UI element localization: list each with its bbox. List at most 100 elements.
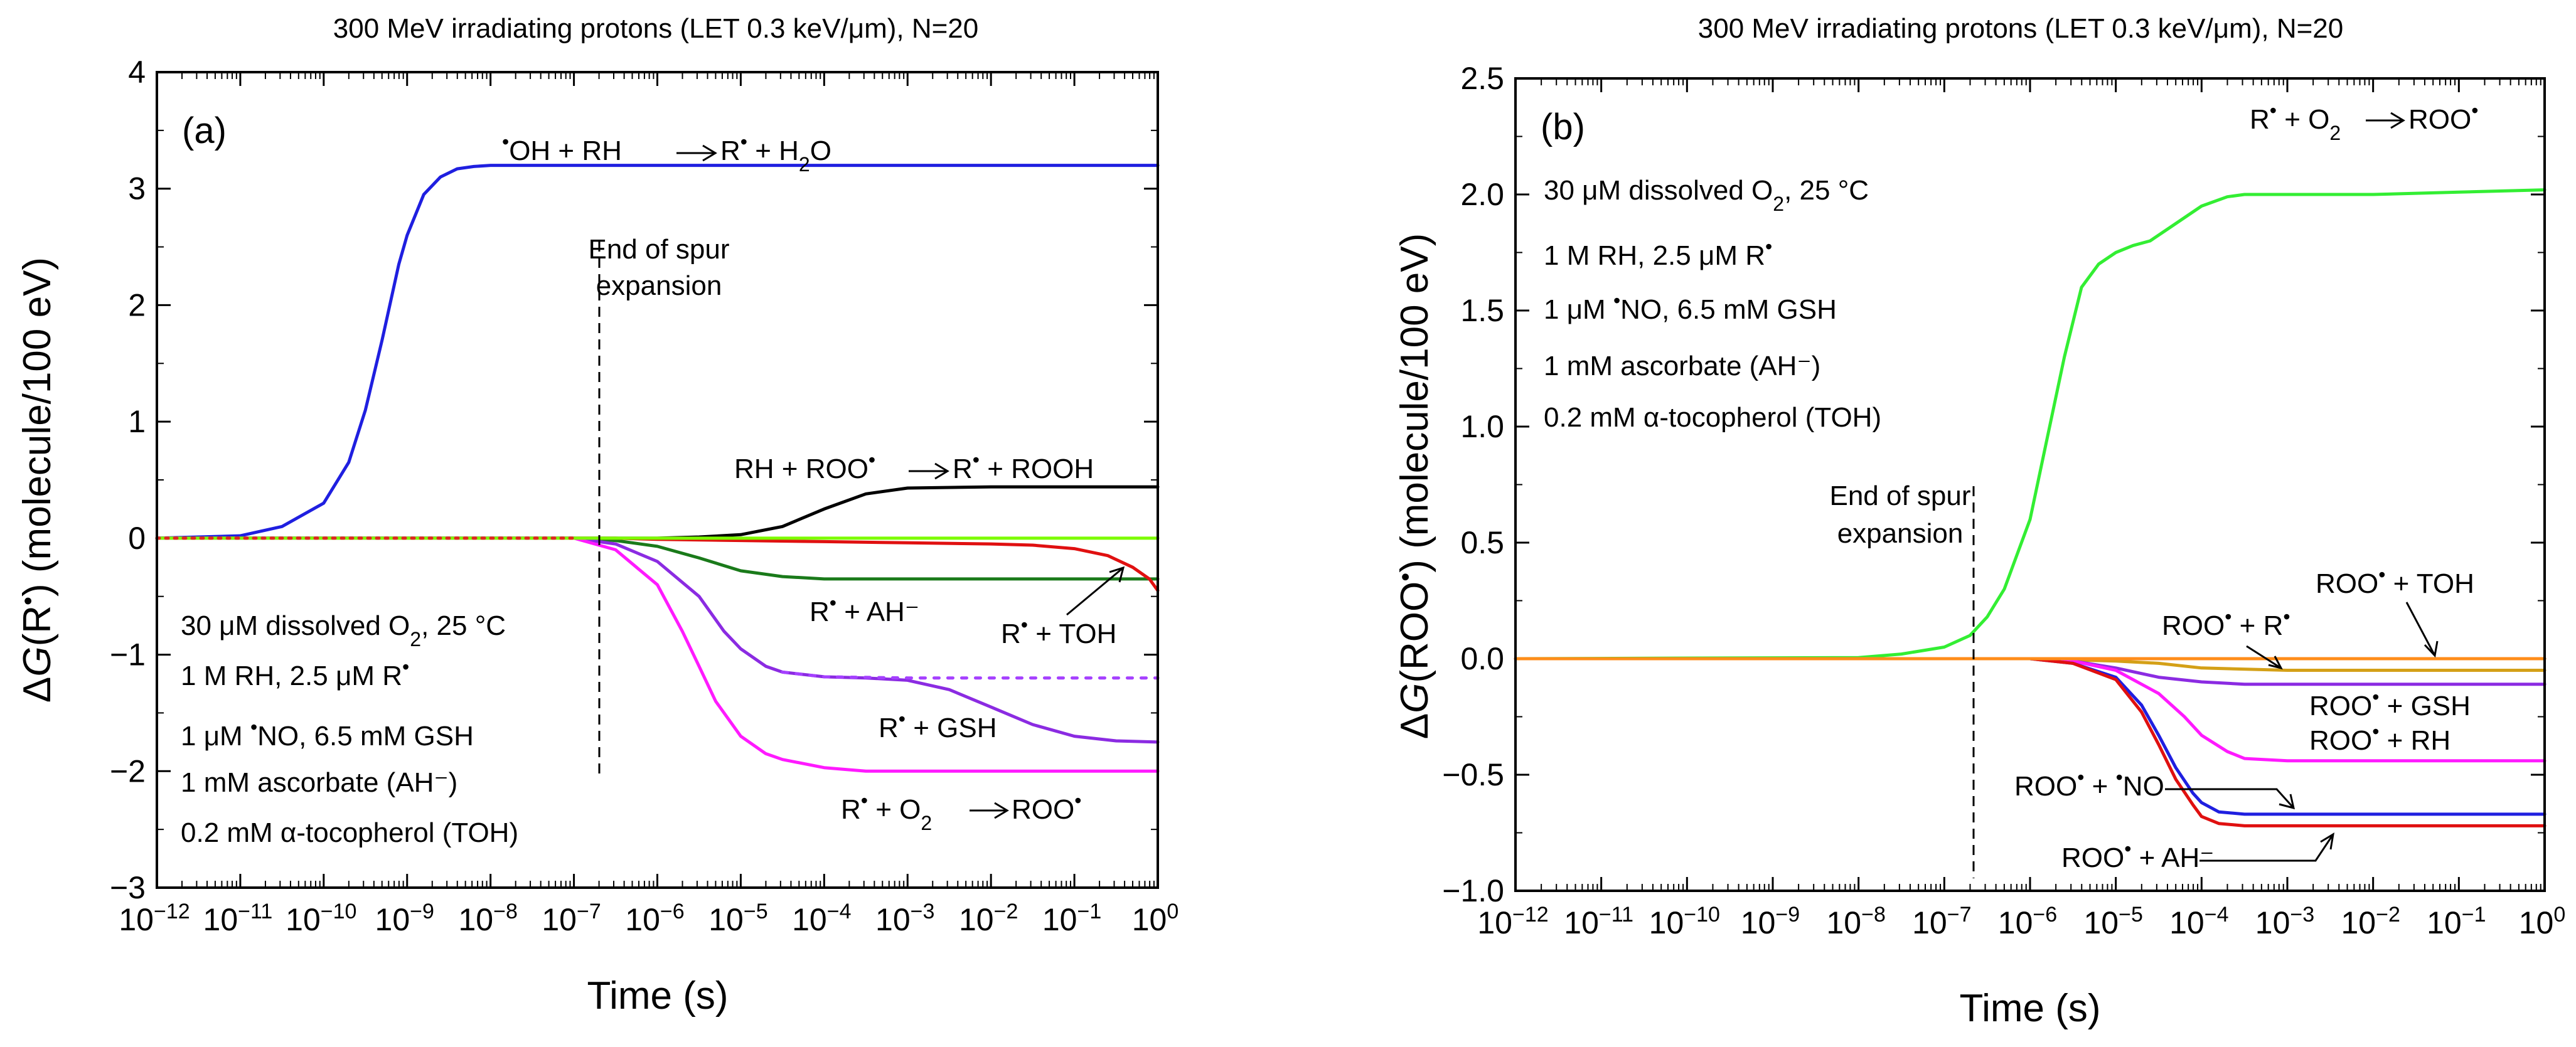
panel-b-pointer-icon (2246, 645, 2283, 670)
panel-b-label-r-o2: R• + O2 (2250, 99, 2341, 144)
y-tick-label: 2 (128, 287, 146, 322)
panel-b-arrow-icon (2366, 112, 2405, 129)
y-tick-label: −3 (110, 870, 146, 905)
y-tick-label: 0.5 (1460, 525, 1504, 560)
panel-b-frame (1514, 77, 2546, 892)
x-tick-label: 10−6 (625, 900, 684, 937)
y-tick-label: 0 (128, 521, 146, 556)
panel-a-arrow-icon (970, 802, 1009, 819)
panel-b-pointer-icon (2165, 788, 2295, 810)
panel-a-label: (a) (182, 110, 227, 151)
y-tick-label: −2 (110, 753, 146, 789)
y-tick-label: −0.5 (1442, 757, 1504, 792)
panel-b-label-roo-r: ROO• + R• (2162, 605, 2290, 641)
series-line (155, 536, 1160, 581)
panel-b-label-roo-rh: ROO• + RH (2309, 720, 2450, 756)
panel-a-ylabel: ΔG(R•) (molecule/100 eV) (14, 257, 59, 703)
x-tick-label: 10−9 (1741, 903, 1800, 940)
panel-b-condition: 1 M RH, 2.5 μM R• (1544, 235, 1772, 271)
panel-a-label-r-o2: R• + O2 (841, 789, 932, 834)
x-tick-label: 10−9 (375, 900, 434, 937)
panel-a-plot-area (155, 164, 1160, 773)
x-tick-label: 10−4 (792, 900, 851, 937)
panel-b-spur-label-2: expansion (1837, 518, 1964, 549)
x-tick-label: 10−3 (2255, 903, 2314, 940)
panel-b-label-roo-toh: ROO• + TOH (2316, 563, 2474, 599)
panel-a-spur-label-2: expansion (596, 270, 722, 301)
panel-b-pointer-icon (2199, 832, 2335, 862)
panel-a-title: 300 MeV irradiating protons (LET 0.3 keV… (333, 13, 978, 44)
panel-a-label-rh-roo-product: R• + ROOH (953, 449, 1094, 484)
panel-b-label-roo-gsh: ROO• + GSH (2309, 686, 2471, 721)
panel-a-arrow-icon (676, 144, 717, 162)
x-tick-label: 100 (2519, 903, 2566, 940)
x-tick-label: 10−3 (875, 900, 934, 937)
panel-a-condition: 1 M RH, 2.5 μM R• (181, 656, 409, 691)
panel-b: 300 MeV irradiating protons (LET 0.3 keV… (1392, 13, 2565, 1030)
y-tick-label: 2.0 (1460, 177, 1504, 212)
y-tick-label: 1 (128, 404, 146, 439)
x-tick-label: 10−7 (542, 900, 601, 937)
series-line (1514, 657, 2547, 672)
panel-a-condition: 0.2 mM α-tocopherol (TOH) (181, 817, 518, 848)
x-tick-label: 10−11 (1564, 903, 1633, 940)
series-line (1514, 657, 2547, 763)
panel-b-title: 300 MeV irradiating protons (LET 0.3 keV… (1698, 13, 2343, 44)
series-line (1514, 188, 2547, 661)
panel-b-xlabel: Time (s) (1960, 987, 2101, 1030)
x-tick-label: 10−11 (203, 900, 273, 937)
x-tick-label: 10−1 (2427, 903, 2486, 940)
panel-b-ylabel: ΔG(ROO•) (molecule/100 eV) (1392, 233, 1436, 740)
panel-a-condition: 1 μM •NO, 6.5 mM GSH (181, 716, 474, 752)
x-tick-label: 10−7 (1912, 903, 1971, 940)
y-tick-label: 1.5 (1460, 293, 1504, 328)
x-tick-label: 10−10 (286, 900, 356, 937)
panel-a-xlabel: Time (s) (587, 974, 729, 1018)
panel-a-spur-label: End of spur (588, 234, 729, 265)
panel-b-pointer-icon (2405, 602, 2439, 658)
panel-a-label-r-toh: R• + TOH (1001, 614, 1116, 649)
x-tick-label: 10−8 (1826, 903, 1885, 940)
series-line (155, 164, 1160, 540)
panel-b-plot-area (1514, 188, 2547, 827)
x-tick-label: 10−10 (1649, 903, 1720, 940)
panel-b-condition: 1 μM •NO, 6.5 mM GSH (1544, 289, 1837, 325)
x-tick-label: 10−2 (2341, 903, 2400, 940)
panel-b-condition: 1 mM ascorbate (AH⁻) (1544, 351, 1820, 381)
panel-a-label-r-ah: R• + AH⁻ (810, 592, 919, 627)
series-line (155, 536, 1160, 773)
panel-a-pointer-icon (1066, 566, 1125, 616)
x-tick-label: 10−6 (1998, 903, 2057, 940)
y-tick-label: 4 (128, 55, 146, 90)
panel-b-label-roo-no: ROO• + •NO (2014, 766, 2164, 802)
panel-a-condition: 30 μM dissolved O2, 25 °C (181, 610, 506, 651)
panel-a: 300 MeV irradiating protons (LET 0.3 keV… (14, 13, 1178, 1018)
x-tick-label: 10−5 (2083, 903, 2142, 940)
series-line (1514, 657, 2547, 827)
x-tick-label: 10−2 (959, 900, 1018, 937)
x-tick-label: 10−12 (119, 900, 190, 937)
panel-b-condition: 0.2 mM α-tocopherol (TOH) (1544, 402, 1881, 433)
y-tick-label: −1.0 (1442, 873, 1504, 908)
panel-a-arrow-icon (909, 462, 949, 480)
x-tick-label: 10−1 (1042, 900, 1101, 937)
panel-b-spur-label: End of spur (1829, 481, 1970, 511)
panel-b-axes: 10−12 10−11 10−10 10−9 10−8 10−7 10−6 10−5 10−4 1… (1442, 61, 2565, 940)
y-tick-label: 0.0 (1460, 641, 1504, 676)
x-tick-label: 10−4 (2169, 903, 2228, 940)
panel-b-label-r-o2-product: ROO• (2408, 99, 2478, 135)
series-line (155, 536, 1160, 744)
y-tick-label: 2.5 (1460, 61, 1504, 96)
panel-a-label-oh-rh: •OH + RH (502, 130, 622, 166)
y-tick-label: 3 (128, 171, 146, 206)
panel-b-condition: 30 μM dissolved O2, 25 °C (1544, 175, 1869, 215)
x-tick-label: 10−8 (458, 900, 517, 937)
panel-a-condition: 1 mM ascorbate (AH⁻) (181, 767, 457, 798)
x-tick-label: 10−12 (1477, 903, 1548, 940)
x-tick-label: 100 (1132, 900, 1179, 937)
y-tick-label: −1 (110, 637, 146, 672)
series-line (781, 670, 1160, 680)
panel-a-frame (156, 71, 1159, 889)
y-tick-label: 1.0 (1460, 409, 1504, 444)
